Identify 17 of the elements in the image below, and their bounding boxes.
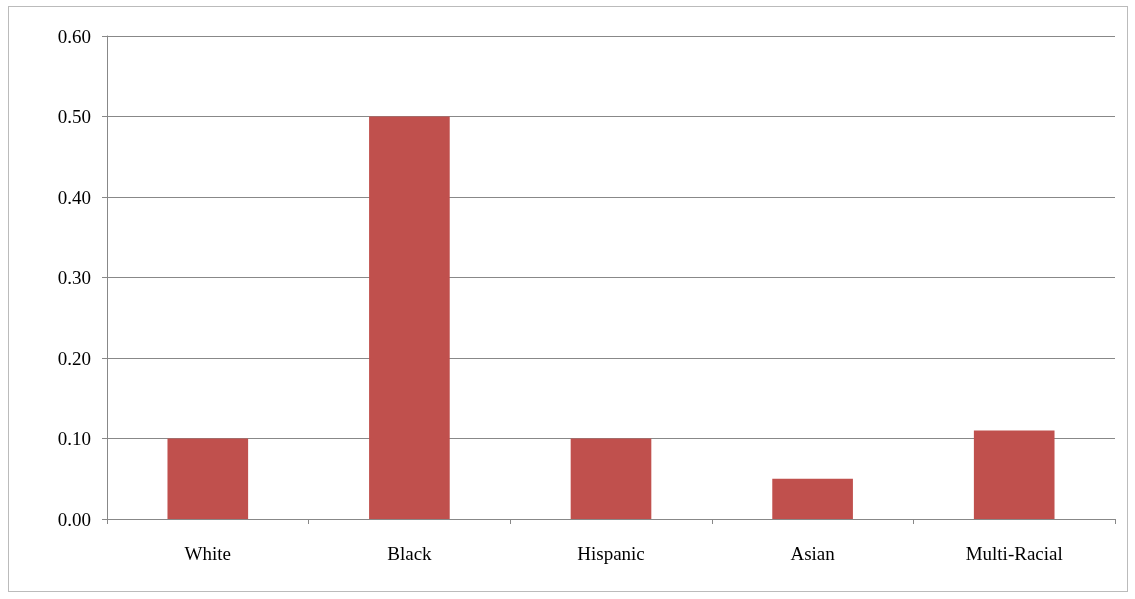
x-tick-label: Multi-Racial — [965, 543, 1063, 564]
bar — [973, 430, 1055, 519]
y-tick-label: 0.40 — [57, 186, 91, 208]
bar — [772, 478, 853, 519]
y-tick-label: 0.50 — [57, 106, 91, 127]
bar — [570, 438, 652, 519]
y-tick-label: 0.60 — [57, 25, 91, 47]
x-tick-label: Black — [387, 543, 433, 564]
y-tick-label: 0.00 — [57, 508, 91, 530]
x-tick-label: Asian — [790, 543, 836, 564]
bar — [369, 116, 450, 519]
x-tick-label: Hispanic — [577, 543, 645, 564]
y-tick-label: 0.10 — [57, 428, 91, 449]
y-tick-label: 0.30 — [57, 267, 91, 288]
x-tick-label: White — [184, 543, 232, 564]
bar — [167, 438, 249, 519]
y-tick-label: 0.20 — [57, 347, 91, 369]
